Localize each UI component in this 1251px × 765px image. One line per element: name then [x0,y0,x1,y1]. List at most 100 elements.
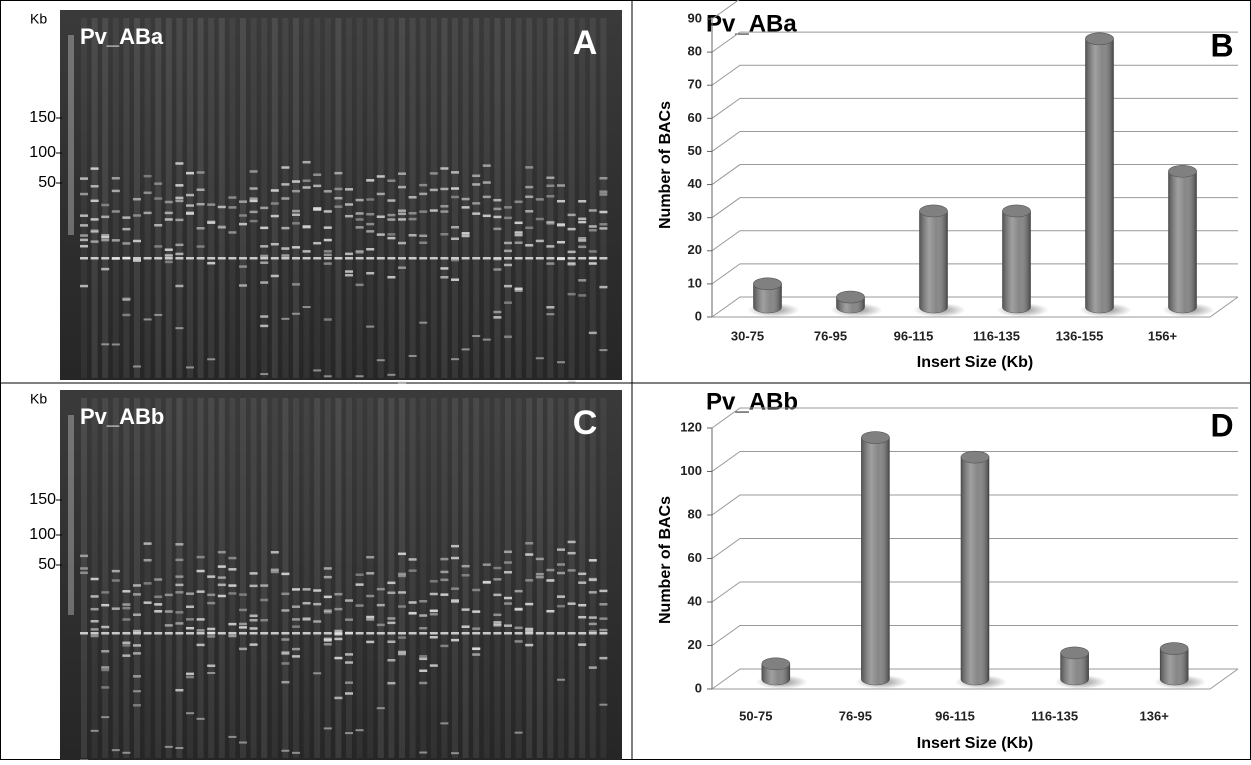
gel-band [345,203,353,206]
gel-band [101,343,110,346]
y-tick-label: 40 [688,176,702,191]
gel-band [514,233,523,237]
gel-band [217,257,226,260]
gel-band [260,324,269,328]
gel-band [482,580,491,584]
gel-band [504,632,512,635]
gel-lane [197,398,204,758]
gel-band [355,257,364,260]
gel-band [122,751,131,754]
gel-band [90,729,99,732]
gel-band [366,230,375,233]
gel-band [323,727,332,730]
gel-band [143,174,152,178]
gel-band [292,209,300,213]
bar-shading [1060,652,1089,685]
gel-band [387,199,396,202]
gel-band [514,289,523,292]
gel-band [493,268,502,271]
gel-band [175,543,184,546]
gel-band [313,173,322,176]
gel-band [323,637,332,641]
gel-band [535,239,544,243]
gel-band [175,327,184,330]
gel-band [599,589,608,593]
gel-band [270,214,279,218]
gel-band [546,176,555,180]
gel-band [461,348,470,351]
gel-band [387,658,396,662]
gel-band [398,650,406,654]
gel-band [504,257,512,260]
gel-band [514,241,523,244]
gel-band [249,187,258,190]
gel-band [578,245,587,249]
gel-band [302,225,311,229]
gel-lane [568,18,575,378]
gel-band [313,257,322,260]
gel-band [366,248,375,251]
gel-band [292,246,300,249]
gel-band [175,747,184,750]
gel-band [313,632,322,635]
gel-band [493,207,502,211]
gel-band [323,575,332,579]
gel-band [440,557,449,561]
gel-band [440,276,449,279]
gel-band [80,224,88,227]
gel-band [154,197,163,200]
gel-band [493,632,502,635]
gel-band [387,213,396,217]
y-tick-label: 60 [688,550,702,565]
gel-band [239,593,247,596]
bar-top [1159,642,1189,655]
gel-band [207,627,216,631]
gel-band [578,239,587,242]
gel-band [133,239,141,243]
gel-band [504,263,512,267]
gel-lane [144,18,151,378]
gel-lane [112,398,119,758]
gel-band [133,652,141,655]
gel-band [101,666,110,669]
gel-band [196,188,205,192]
gel-band [366,222,375,226]
gel-band [546,262,555,265]
gel-band [557,563,565,566]
gel-band [429,188,438,192]
gel-band [164,593,173,597]
gel-band [143,191,152,195]
gel-band [186,171,194,175]
gel-band [122,298,131,302]
gel-band [143,632,152,635]
x-tick-label: 96-115 [935,708,975,723]
gel-band [419,241,428,245]
gel-band [164,260,173,264]
gel-band [186,193,194,197]
gel-lane [303,18,310,378]
gel-band [175,611,184,614]
gel-band [217,583,226,587]
gel-band [514,200,523,204]
gel-band [451,358,459,361]
gel-band [101,215,110,219]
gel-band [122,590,131,593]
gel-band [504,284,512,288]
gel-lane [441,398,448,758]
gel-band [175,162,184,165]
gel-lane [250,398,257,758]
gel-band [588,262,597,265]
gel-band [154,224,163,227]
gel-band [461,234,470,238]
gel-band [80,257,88,260]
gel-band [196,618,205,621]
gel-lane [367,398,374,758]
gel-band [578,220,587,224]
gel-band [175,257,184,260]
grid-line [711,31,1238,53]
gel-band [578,294,587,297]
gel-band [175,284,184,288]
gel-band [133,257,141,260]
x-tick-label: 116-135 [973,328,1020,343]
gel-band [143,558,152,562]
